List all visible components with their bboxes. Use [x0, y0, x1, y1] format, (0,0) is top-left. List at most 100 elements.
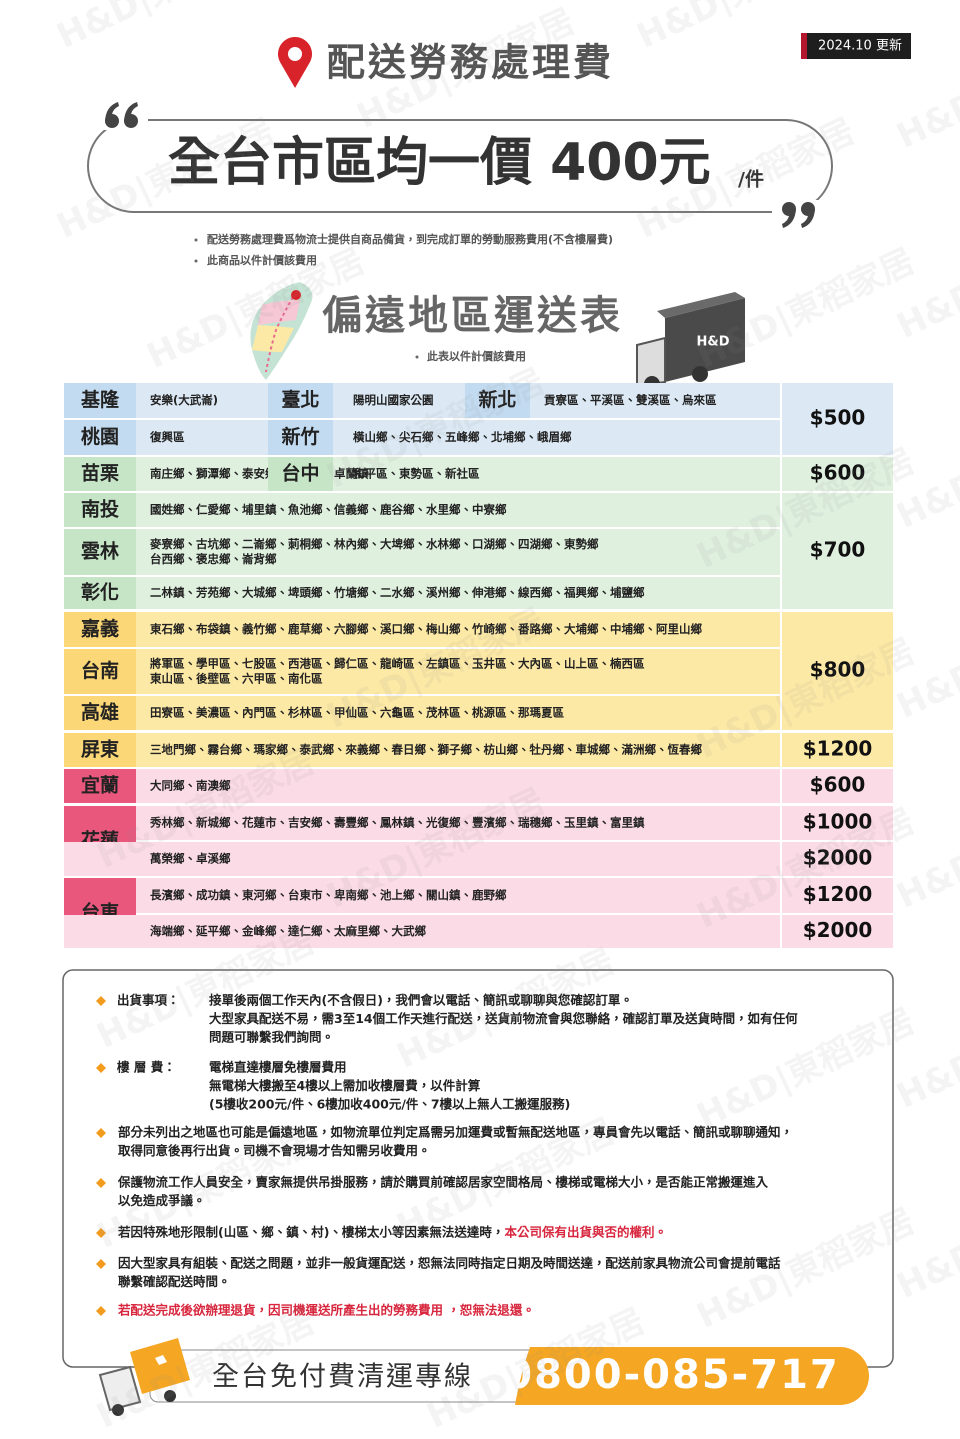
- region-name: 台中: [281, 462, 319, 485]
- area-list: 橫山鄉、尖石鄉、五峰鄉、北埔鄉、峨眉鄉: [353, 430, 572, 444]
- row-bg: [64, 383, 780, 418]
- region-name: 苗栗: [81, 463, 119, 485]
- headline: 全台市區均一價 400元: [168, 133, 711, 193]
- region-name: 嘉義: [80, 617, 119, 640]
- area-list: 和平區、東勢區、新社區: [353, 467, 480, 481]
- instruction-text: 部分未列出之地區也可能是偏遠地區，如物流單位判定爲需另加運費或暫無配送地區，專員…: [118, 1125, 793, 1140]
- bullet-diamond: [96, 996, 106, 1006]
- price: $800: [810, 658, 866, 682]
- row-bg: [64, 842, 780, 876]
- area-list: 台西鄉、褒忠鄉、崙背鄉: [150, 552, 277, 566]
- row-bg: [64, 420, 780, 455]
- footer-label: 全台免付費清運專線: [212, 1362, 473, 1393]
- note: 配送勞務處理費爲物流士提供自商品備貨，到完成訂單的勞動服務費用(不含樓層費): [207, 232, 613, 246]
- quote-open: [105, 102, 138, 128]
- price: $2000: [803, 918, 873, 942]
- price: $500: [810, 406, 866, 430]
- pin-icon: [278, 36, 312, 88]
- area-list: 三地門鄉、霧台鄉、瑪家鄉、泰武鄉、來義鄉、春日鄉、獅子鄉、枋山鄉、牡丹鄉、車城鄉…: [150, 743, 702, 757]
- price-cell: [782, 457, 893, 491]
- region-cell: [64, 733, 136, 767]
- area-list: 麥寮鄉、古坑鄉、二崙鄉、莿桐鄉、林內鄉、大埤鄉、水林鄉、口湖鄉、四湖鄉、東勢鄉: [149, 537, 599, 551]
- row-bg: [64, 649, 780, 694]
- area-list: 安樂(大武崙): [150, 393, 218, 407]
- remote-note: 此表以件計價該費用: [427, 349, 526, 363]
- area-list: 萬榮鄉、卓溪鄉: [150, 852, 231, 866]
- instruction-emphasis: 若配送完成後欲辦理退貨，因司機運送所產生出的勞務費用 ，恕無法退還。: [117, 1303, 535, 1318]
- area-list: 東山區、後壁區、六甲區、南化區: [150, 672, 323, 686]
- row-bg: [64, 493, 780, 527]
- row-bg: [64, 806, 780, 840]
- price: $600: [810, 461, 866, 485]
- truck-icon: H&D: [636, 292, 745, 392]
- frame-gap: [772, 200, 822, 230]
- row-bg: [64, 769, 780, 803]
- region-name: 桃園: [81, 425, 119, 448]
- area-list: 大同鄉、南澳鄉: [150, 779, 231, 793]
- price: $600: [810, 773, 866, 797]
- bullet-diamond: [96, 1259, 106, 1269]
- price-cell: [782, 806, 893, 840]
- bullet: [194, 238, 198, 242]
- price-cell: [782, 733, 893, 767]
- badge: 2024.10 更新: [818, 38, 902, 54]
- price-cell: [782, 383, 893, 455]
- area-list: 將軍區、學甲區、七股區、西港區、歸仁區、龍崎區、左鎮區、玉井區、大內區、山上區、…: [150, 657, 645, 671]
- area-list: 秀林鄉、新城鄉、花蓮市、吉安鄉、壽豐鄉、鳳林鎮、光復鄉、豐濱鄉、瑞穗鄉、玉里鎮、…: [149, 816, 645, 830]
- title: 配送勞務處理費: [327, 41, 614, 85]
- bullet: [415, 355, 419, 359]
- region-name: 新北: [478, 388, 516, 411]
- instruction-text: 聯繫確認配送時間。: [118, 1274, 231, 1289]
- truck-logo: H&D: [696, 335, 729, 350]
- region-name: 高雄: [81, 701, 119, 724]
- instruction-text: 以免造成爭議。: [118, 1193, 206, 1208]
- frame-gap: [98, 100, 148, 130]
- price-cell: [782, 915, 893, 948]
- price-cell: [782, 769, 893, 803]
- instruction-text: 無電梯大樓搬至4樓以上需加收樓層費，以件計算: [209, 1078, 481, 1093]
- instruction-text: 若因特殊地形限制(山區、鄉、鎮、村)、樓梯太小等因素無法送達時，: [117, 1225, 504, 1240]
- row-bg: [64, 915, 780, 948]
- instruction-text: 問題可聯繫我們詢問。: [209, 1030, 334, 1045]
- remote-title: 偏遠地區運送表: [322, 293, 623, 339]
- price: $2000: [803, 846, 873, 870]
- region-name: 臺北: [281, 388, 319, 411]
- region-cell: [268, 457, 333, 491]
- bullet-diamond: [96, 1228, 106, 1238]
- price: $700: [810, 538, 866, 562]
- row-bg: [64, 457, 780, 491]
- footer-phone: 0800-085-717: [504, 1352, 840, 1398]
- note: 此商品以件計價該費用: [207, 253, 317, 267]
- area-list: 海端鄉、延平鄉、金峰鄉、達仁鄉、太麻里鄉、大武鄉: [150, 924, 426, 938]
- bullet-diamond: [96, 1128, 106, 1138]
- region-cell: [268, 420, 333, 455]
- bullet-diamond: [96, 1063, 106, 1073]
- instruction-text: 接單後兩個工作天內(不含假日)，我們會以電話、簡訊或聊聊與您確認訂單。: [209, 993, 633, 1008]
- headline-unit: /件: [738, 168, 764, 191]
- region-cell: [64, 457, 136, 491]
- quote-close: [782, 202, 815, 228]
- area-list: 東石鄉、布袋鎮、義竹鄉、鹿草鄉、六腳鄉、溪口鄉、梅山鄉、竹崎鄉、番路鄉、大埔鄉、…: [150, 622, 702, 636]
- instruction-emphasis: 本公司保有出貨與否的權利。: [504, 1225, 667, 1240]
- taiwan-map-icon: [250, 282, 313, 380]
- region-cell: [64, 769, 136, 803]
- region-cell: [64, 696, 136, 730]
- bullet-diamond: [96, 1306, 106, 1316]
- area-list: 復興區: [149, 430, 185, 444]
- badge-accent: [801, 33, 807, 59]
- region-name: 屏東: [81, 738, 119, 761]
- bullet: [194, 259, 198, 263]
- area-list: 貢寮區、平溪區、雙溪區、烏來區: [544, 393, 717, 407]
- region-name: 南投: [81, 498, 119, 521]
- instruction-text: 大型家具配送不易，需3至14個工作天進行配送，送貨前物流會與您聯絡，確認訂單及送…: [209, 1011, 798, 1026]
- price: $1200: [803, 882, 873, 906]
- region-cell: [268, 383, 333, 418]
- row-bg: [64, 529, 780, 575]
- instructions: 出貨事項： 接單後兩個工作天內(不含假日)，我們會以電話、簡訊或聊聊與您確認訂單。…: [96, 993, 798, 1318]
- price-cell: [782, 842, 893, 876]
- instruction-text: 電梯直達樓層免樓層費用: [209, 1060, 347, 1075]
- area-list: 國姓鄉、仁愛鄉、埔里鎮、魚池鄉、信義鄉、鹿谷鄉、水里鄉、中寮鄉: [150, 503, 507, 517]
- price: $1000: [803, 810, 873, 834]
